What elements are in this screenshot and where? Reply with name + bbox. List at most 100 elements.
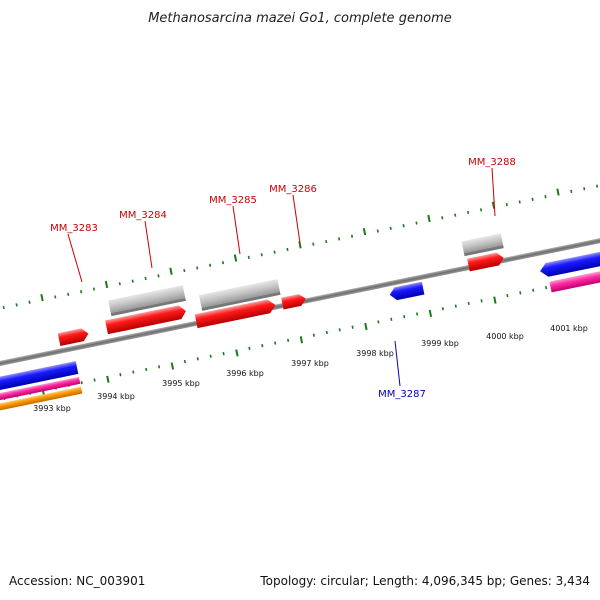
minor-tick — [287, 338, 290, 343]
minor-tick — [596, 184, 599, 188]
minor-tick — [92, 287, 96, 291]
major-tick — [169, 267, 173, 275]
rna-feature[interactable] — [461, 233, 504, 254]
tick-label-4000: 4000 kbp — [486, 332, 524, 341]
gene-label-mm-3287[interactable]: MM_3287 — [378, 389, 426, 400]
major-tick — [299, 336, 304, 344]
gene-arrow-right-reverse[interactable] — [539, 248, 600, 279]
gene-arrow-mm-3285[interactable] — [194, 298, 277, 329]
gene-block-left-reverse[interactable] — [0, 361, 79, 396]
major-tick — [362, 228, 367, 236]
minor-tick — [390, 317, 393, 321]
tick-label-3999: 3999 kbp — [421, 339, 459, 348]
accession-text: Accession: NC_003901 — [9, 574, 146, 588]
minor-tick — [54, 295, 57, 299]
minor-tick — [454, 213, 457, 217]
minor-tick — [221, 261, 225, 265]
tick-label-3998: 3998 kbp — [356, 349, 394, 358]
major-tick — [235, 349, 239, 357]
minor-tick — [196, 266, 199, 270]
gene-label-mm-3288[interactable]: MM_3288 — [468, 157, 516, 168]
minor-tick — [479, 208, 483, 212]
minor-tick — [80, 381, 83, 385]
minor-tick — [505, 202, 508, 207]
feature-pink-left[interactable] — [0, 376, 81, 406]
minor-tick — [144, 276, 147, 281]
minor-tick — [338, 328, 341, 332]
minor-tick — [209, 354, 212, 358]
major-tick — [491, 201, 496, 209]
minor-tick — [248, 346, 251, 350]
gene-arrow-mm-3284[interactable] — [105, 304, 187, 335]
map-title: Methanosarcina mazei Go1, complete genom… — [148, 11, 452, 26]
minor-tick — [67, 292, 70, 296]
minor-tick — [480, 299, 483, 303]
minor-tick — [273, 250, 276, 254]
minor-tick — [416, 312, 419, 316]
feature-track — [0, 233, 600, 416]
minor-tick — [260, 253, 263, 257]
minor-tick — [441, 307, 444, 311]
gene-label-mm-3286[interactable]: MM_3286 — [269, 184, 317, 195]
major-tick — [427, 214, 431, 223]
minor-tick — [158, 365, 161, 369]
minor-tick — [28, 300, 31, 304]
rna-feature[interactable] — [108, 285, 186, 314]
tick-label-3997: 3997 kbp — [291, 359, 329, 368]
rna-feature[interactable] — [198, 279, 280, 308]
minor-tick — [518, 200, 521, 204]
genome-summary-text: Topology: circular; Length: 4,096,345 bp… — [260, 574, 590, 588]
minor-tick — [403, 315, 406, 319]
minor-tick — [183, 268, 186, 273]
major-tick — [493, 296, 497, 304]
minor-tick — [350, 234, 354, 238]
minor-tick — [209, 263, 212, 267]
minor-tick — [118, 282, 121, 286]
gene-label-mm-3285[interactable]: MM_3285 — [209, 195, 257, 206]
minor-tick — [531, 197, 534, 201]
minor-tick — [377, 320, 380, 324]
gene-arrow-mm-3287[interactable] — [388, 281, 425, 302]
minor-tick — [157, 274, 160, 278]
kbp-tick-labels: 3993 kbp 3994 kbp 3995 kbp 3996 kbp 3997… — [33, 324, 588, 413]
minor-tick — [80, 290, 83, 294]
minor-tick — [389, 226, 392, 230]
major-tick — [556, 188, 560, 196]
minor-tick — [286, 247, 289, 252]
gene-label-mm-3284[interactable]: MM_3284 — [119, 210, 167, 221]
outer-tick-marks — [2, 184, 599, 310]
minor-tick — [467, 210, 470, 215]
minor-tick — [545, 285, 548, 290]
minor-tick — [415, 221, 418, 225]
gene-arrow-mm-3283[interactable] — [57, 327, 90, 346]
minor-tick — [583, 187, 586, 191]
minor-tick — [376, 229, 379, 233]
major-tick — [104, 280, 109, 289]
minor-tick — [119, 373, 122, 377]
minor-tick — [93, 378, 96, 382]
gene-arrow-mm-3288[interactable] — [467, 251, 505, 272]
minor-tick — [325, 330, 328, 335]
gene-label-mm-3283[interactable]: MM_3283 — [50, 223, 98, 234]
minor-tick — [532, 288, 535, 292]
minor-tick — [506, 293, 509, 298]
minor-tick — [274, 341, 277, 345]
minor-tick — [402, 224, 405, 228]
major-tick — [170, 362, 175, 370]
minor-tick — [519, 291, 522, 295]
minor-tick — [15, 303, 18, 307]
tick-label-3996: 3996 kbp — [226, 369, 264, 378]
tick-label-4001: 4001 kbp — [550, 324, 588, 333]
feature-pink-right[interactable] — [549, 267, 600, 293]
feature-orange-left[interactable] — [0, 386, 83, 416]
tick-label-3995: 3995 kbp — [162, 379, 200, 388]
minor-tick — [131, 279, 134, 283]
minor-tick — [2, 305, 5, 310]
gene-arrow-mm-3286[interactable] — [281, 293, 307, 310]
minor-tick — [467, 301, 470, 306]
gene-labels: MM_3283 MM_3284 MM_3285 MM_3286 MM_3287 … — [50, 157, 516, 400]
minor-tick — [312, 242, 315, 246]
tick-label-3994: 3994 kbp — [97, 392, 135, 401]
tick-label-3993: 3993 kbp — [33, 404, 71, 413]
